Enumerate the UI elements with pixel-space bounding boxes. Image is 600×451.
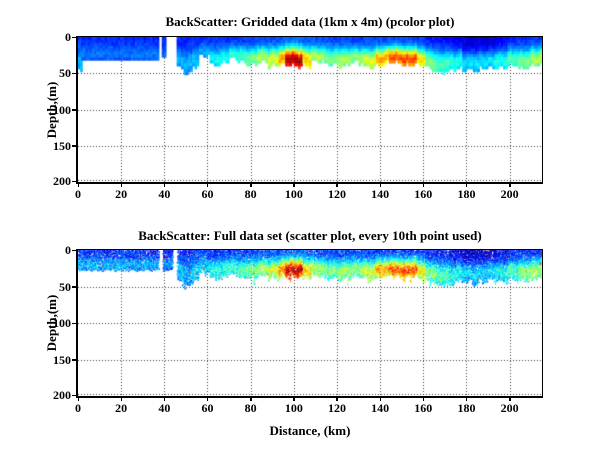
- x-tick-mark: [206, 398, 209, 401]
- x-tick-mark: [77, 184, 79, 187]
- y-tick-label: 100: [53, 316, 71, 330]
- y-tick-mark: [72, 180, 76, 182]
- y-tick-label: 0: [65, 30, 71, 44]
- y-tick-mark: [72, 286, 76, 288]
- y-tick-label: 150: [53, 138, 71, 153]
- y-tick-mark: [72, 36, 76, 38]
- x-tick-mark: [293, 184, 295, 187]
- y-tick-mark: [72, 72, 76, 75]
- x-tick-label: 40: [158, 401, 171, 415]
- x-tick-label: 0: [75, 401, 81, 415]
- y-tick-mark: [72, 359, 76, 361]
- x-tick-mark: [120, 184, 123, 187]
- x-tick-mark: [120, 398, 123, 401]
- x-tick-label: 180: [457, 401, 476, 415]
- x-tick-label: 80: [244, 187, 257, 201]
- x-tick-label: 140: [371, 401, 390, 415]
- x-tick-mark: [250, 398, 252, 401]
- y-tick-label: 200: [53, 388, 71, 402]
- x-tick-label: 160: [414, 187, 433, 201]
- top-plot-canvas: [78, 37, 542, 182]
- x-tick-label: 160: [414, 401, 433, 415]
- x-tick-label: 200: [500, 401, 519, 415]
- x-tick-mark: [250, 184, 252, 187]
- y-tick-label: 150: [53, 352, 71, 367]
- x-tick-label: 60: [201, 401, 214, 415]
- y-tick-mark: [72, 145, 76, 147]
- x-tick-label: 100: [284, 187, 303, 201]
- bottom-plot-title: BackScatter: Full data set (scatter plot…: [138, 228, 482, 243]
- x-tick-label: 100: [284, 401, 303, 415]
- x-tick-mark: [163, 184, 166, 187]
- x-tick-mark: [422, 398, 425, 401]
- x-tick-mark: [206, 184, 209, 187]
- x-tick-mark: [465, 184, 468, 187]
- y-tick-mark: [72, 109, 76, 111]
- x-tick-label: 120: [327, 401, 346, 415]
- x-axis-label: Distance, (km): [269, 423, 351, 438]
- top-plot-title: BackScatter: Gridded data (1km x 4m) (pc…: [165, 14, 455, 29]
- x-tick-label: 20: [115, 187, 128, 201]
- x-tick-mark: [379, 184, 382, 187]
- x-tick-mark: [293, 398, 295, 401]
- y-tick-label: 100: [53, 102, 71, 117]
- x-tick-label: 60: [201, 187, 214, 201]
- x-tick-mark: [509, 184, 511, 187]
- x-tick-label: 40: [158, 187, 171, 201]
- x-tick-mark: [422, 184, 425, 187]
- x-tick-label: 120: [327, 187, 346, 201]
- x-tick-label: 0: [75, 187, 81, 201]
- x-tick-label: 180: [457, 187, 476, 201]
- x-tick-mark: [336, 398, 338, 401]
- x-tick-mark: [77, 398, 79, 401]
- x-tick-mark: [336, 184, 338, 187]
- x-tick-label: 140: [371, 187, 390, 201]
- y-tick-label: 50: [59, 279, 71, 294]
- bottom-plot-canvas: [78, 250, 542, 396]
- x-tick-mark: [163, 398, 166, 401]
- x-tick-mark: [379, 398, 382, 401]
- y-tick-label: 0: [65, 243, 71, 257]
- x-tick-mark: [509, 398, 511, 401]
- y-tick-mark: [72, 394, 76, 396]
- x-tick-label: 80: [244, 401, 257, 415]
- x-tick-label: 20: [115, 401, 128, 415]
- x-tick-label: 200: [500, 187, 519, 201]
- y-tick-label: 50: [59, 66, 71, 81]
- y-tick-mark: [72, 249, 76, 251]
- x-tick-mark: [465, 398, 468, 401]
- y-tick-label: 200: [53, 174, 71, 188]
- y-tick-mark: [72, 322, 76, 324]
